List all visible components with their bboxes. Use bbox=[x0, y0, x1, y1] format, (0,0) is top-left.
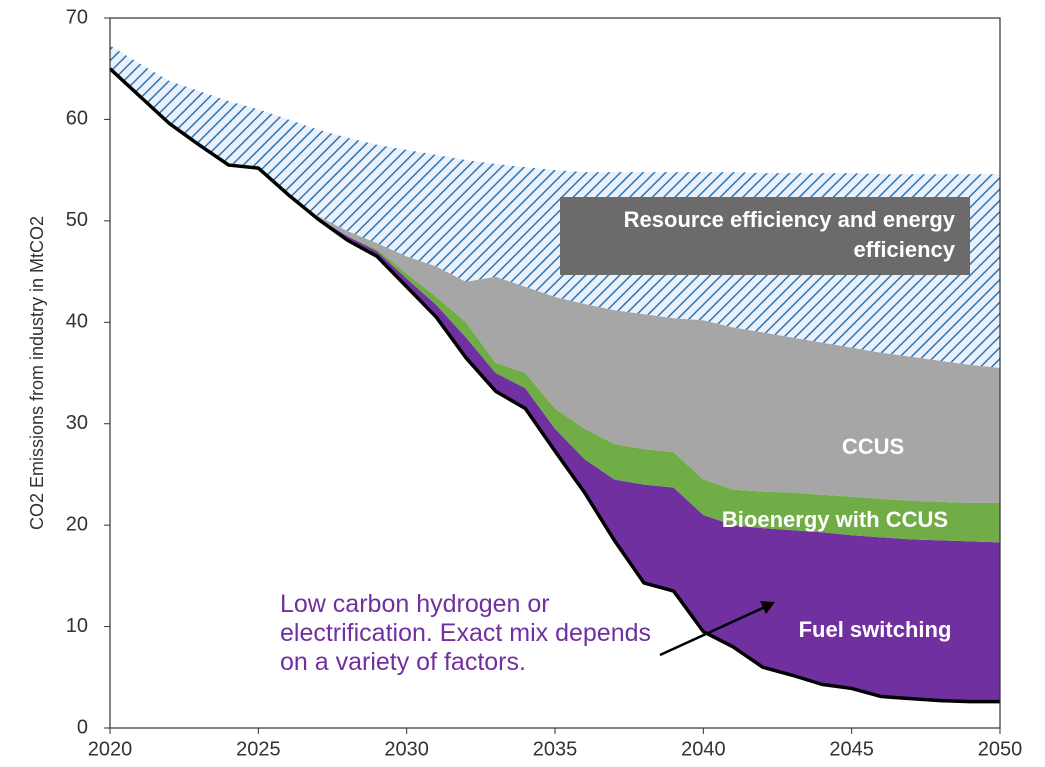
area bbox=[110, 68, 1000, 503]
y-axis-label: CO2 Emissions from industry in MtCO2 bbox=[27, 216, 47, 530]
y-tick-label: 50 bbox=[66, 209, 88, 231]
arrow-head bbox=[760, 601, 775, 614]
x-tick-label: 2045 bbox=[829, 738, 874, 760]
y-tick-label: 60 bbox=[66, 108, 88, 130]
x-tick-label: 2035 bbox=[533, 738, 578, 760]
y-tick-label: 10 bbox=[66, 615, 88, 637]
arrow bbox=[659, 605, 766, 657]
x-tick-label: 2050 bbox=[978, 738, 1023, 760]
label-ccus: CCUS bbox=[841, 434, 905, 459]
label-resource: Resource efficiency and energy efficienc… bbox=[560, 197, 970, 275]
area bbox=[110, 68, 1000, 702]
x-tick-label: 2020 bbox=[88, 738, 133, 760]
areas bbox=[110, 45, 1000, 702]
x-tick-label: 2025 bbox=[236, 738, 281, 760]
line bbox=[108, 67, 1000, 704]
y-tick-label: 0 bbox=[77, 716, 88, 738]
x-tick-label: 2040 bbox=[681, 738, 726, 760]
annotation: Low carbon hydrogen or electrification. … bbox=[280, 590, 652, 676]
y-tick-label: 20 bbox=[66, 513, 88, 535]
label-fuel: Fuel switching bbox=[798, 617, 952, 642]
y-tick-label: 40 bbox=[66, 311, 88, 333]
y-tick-label: 70 bbox=[66, 6, 88, 28]
label-bioenergy: Bioenergy with CCUS bbox=[721, 507, 949, 532]
y-tick-label: 30 bbox=[66, 412, 88, 434]
x-tick-label: 2030 bbox=[384, 738, 429, 760]
area bbox=[110, 45, 1000, 368]
